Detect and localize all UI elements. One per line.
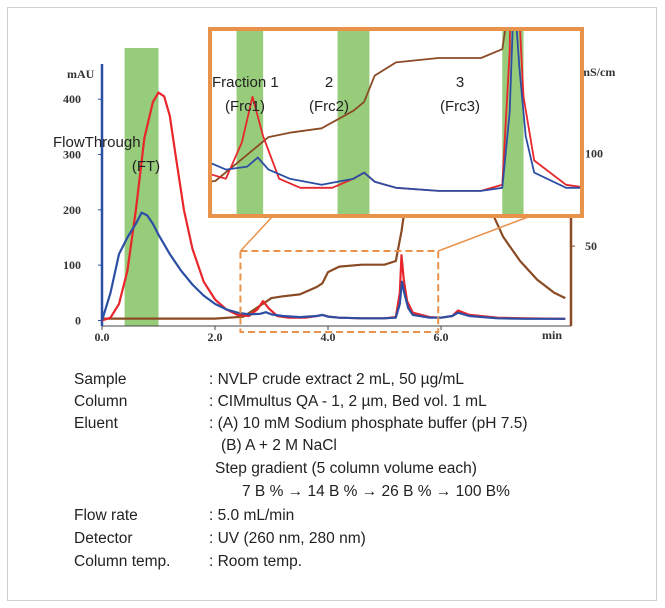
fraction-label-2: 2: [325, 74, 333, 91]
inset-frame: [208, 27, 584, 218]
fraction-band-ft: [124, 48, 159, 326]
condition-label: Column: [74, 393, 128, 410]
zoom-connector-left: [239, 216, 273, 252]
fraction-sublabel-2: (Frc2): [309, 98, 349, 115]
y-axis-label-right: mS/cm: [580, 65, 615, 79]
condition-label: Eluent: [74, 415, 118, 432]
fraction-label-1: Fraction 1: [212, 74, 279, 91]
fraction-band-2: [337, 29, 370, 216]
inset-series-line-0: [210, 29, 582, 192]
condition-gradient-steps: 7 B % → 14 B % → 26 B % → 100 B%: [242, 483, 510, 500]
condition-value: : UV (260 nm, 280 nm): [209, 530, 366, 547]
x-tick-label: 2.0: [208, 330, 223, 344]
inset-series-line-1: [210, 29, 582, 192]
zoom-connector-right: [437, 216, 529, 252]
condition-value: : 5.0 mL/min: [209, 507, 295, 524]
fraction-label-3: 3: [456, 74, 464, 91]
condition-label: Sample: [74, 371, 127, 388]
condition-gradient: Step gradient (5 column volume each): [215, 460, 477, 477]
condition-value: : NVLP crude extract 2 mL, 50 µg/mL: [209, 371, 465, 388]
fraction-sublabel-1: (Frc1): [225, 98, 265, 115]
y-left-tick-label: 100: [63, 258, 81, 272]
y-right-tick-label: 100: [585, 146, 603, 160]
y-left-tick-label: 300: [63, 148, 81, 162]
condition-eluent-b: (B) A + 2 M NaCl: [221, 437, 337, 454]
fraction-sublabel-3: (Frc3): [440, 98, 480, 115]
condition-value: : (A) 10 mM Sodium phosphate buffer (pH …: [209, 415, 528, 432]
y-left-tick-label: 200: [63, 203, 81, 217]
y-right-tick-label: 50: [585, 239, 597, 253]
condition-value: : Room temp.: [209, 553, 303, 570]
condition-label: Flow rate: [74, 507, 138, 524]
y-left-tick-label: 400: [63, 92, 81, 106]
y-left-tick-label: 0: [75, 313, 81, 327]
figure-frame: 0.0 2.0 4.0 6.0 0 100 200 300 400 50 100 min mAU mS/c…: [7, 7, 657, 601]
x-tick-label: 0.0: [95, 330, 110, 344]
series-line-1: [102, 211, 566, 321]
fraction-sublabel-ft: (FT): [132, 158, 160, 175]
chromatogram-chart: 0.0 2.0 4.0 6.0 0 100 200 300 400 50 100 min mAU mS/c…: [53, 27, 615, 344]
x-tick-label: 6.0: [434, 330, 449, 344]
condition-label: Detector: [74, 530, 133, 547]
x-axis-label: min: [542, 328, 562, 342]
condition-value: : CIMmultus QA - 1, 2 µm, Bed vol. 1 mL: [209, 393, 487, 410]
zoom-region: [239, 250, 440, 333]
y-axis-label-left: mAU: [67, 67, 95, 81]
x-tick-label: 4.0: [321, 330, 336, 344]
fraction-label-ft: FlowThrough: [53, 134, 141, 151]
condition-label: Column temp.: [74, 553, 171, 570]
